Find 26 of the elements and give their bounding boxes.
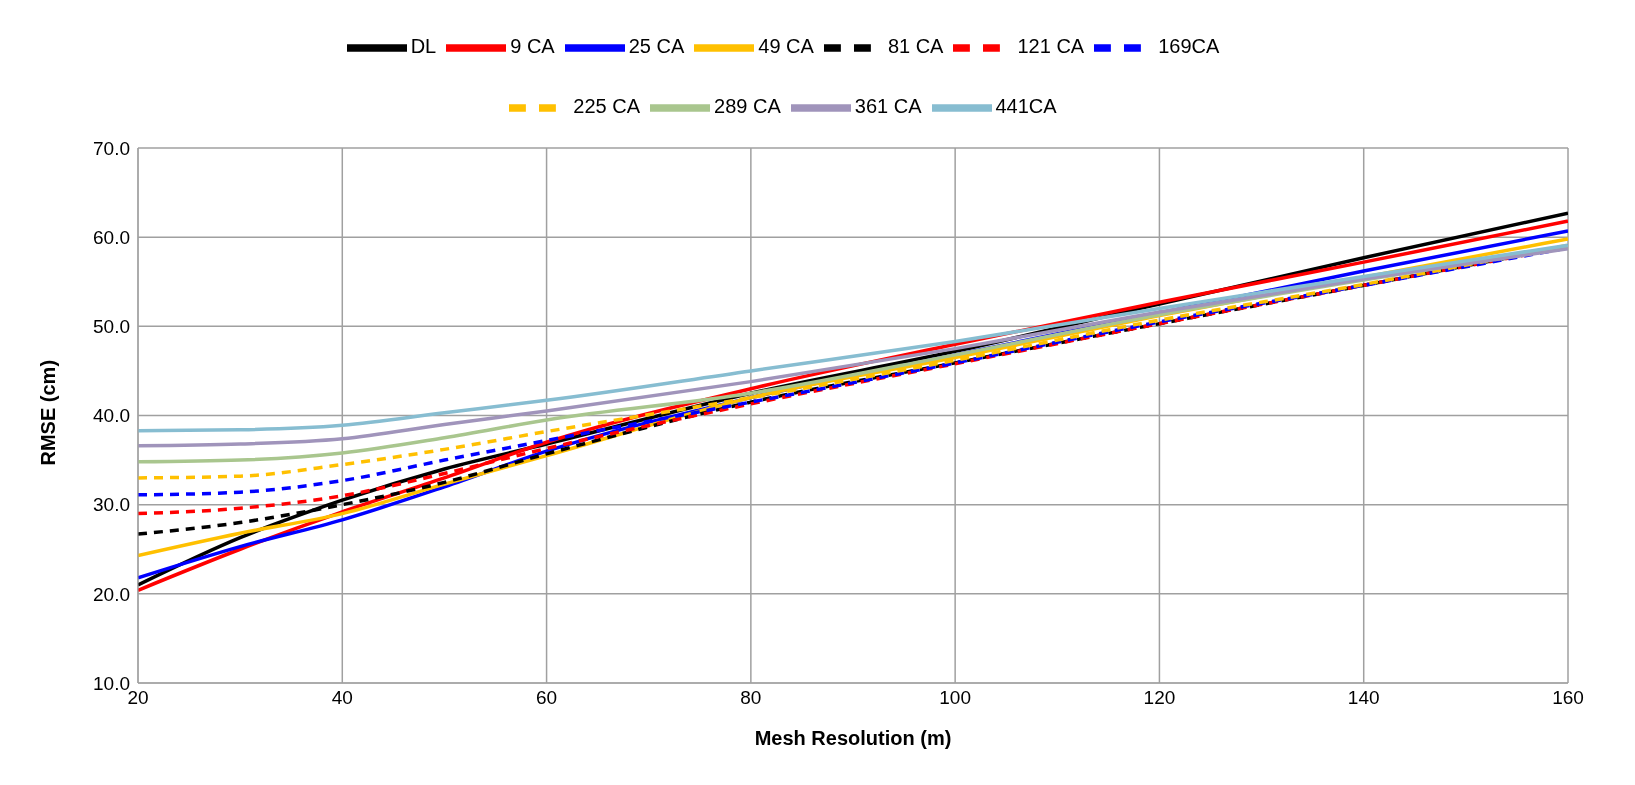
x-tick-label: 80 [740,687,762,709]
legend-label: 361 CA [854,95,922,118]
legend-label: 441CA [995,95,1057,118]
x-tick-label: 140 [1347,687,1380,709]
y-tick-label: 50.0 [93,316,130,338]
x-tick-label: 120 [1143,687,1176,709]
y-tick-label: 20.0 [93,583,130,605]
y-tick-label: 40.0 [93,405,130,427]
legend-label: 169CA [1158,35,1220,58]
legend-label: 25 CA [628,35,685,58]
legend-label: DL [410,35,437,58]
y-axis-title: RMSE (cm) [37,359,60,466]
y-tick-label: 70.0 [93,137,130,159]
legend-label: 289 CA [714,95,781,118]
legend-label: 121 CA [1017,35,1085,58]
x-axis-title: Mesh Resolution (m) [754,727,952,749]
legend-label: 49 CA [758,35,814,58]
x-tick-label: 40 [331,687,353,709]
x-tick-label: 160 [1552,687,1584,709]
y-tick-label: 60.0 [93,226,130,248]
y-tick-label: 30.0 [93,494,130,516]
legend-label: 9 CA [510,35,555,58]
legend-label: 81 CA [887,35,944,58]
legend-label: 225 CA [573,95,641,118]
x-tick-label: 60 [536,687,558,709]
x-tick-label: 100 [939,687,971,709]
